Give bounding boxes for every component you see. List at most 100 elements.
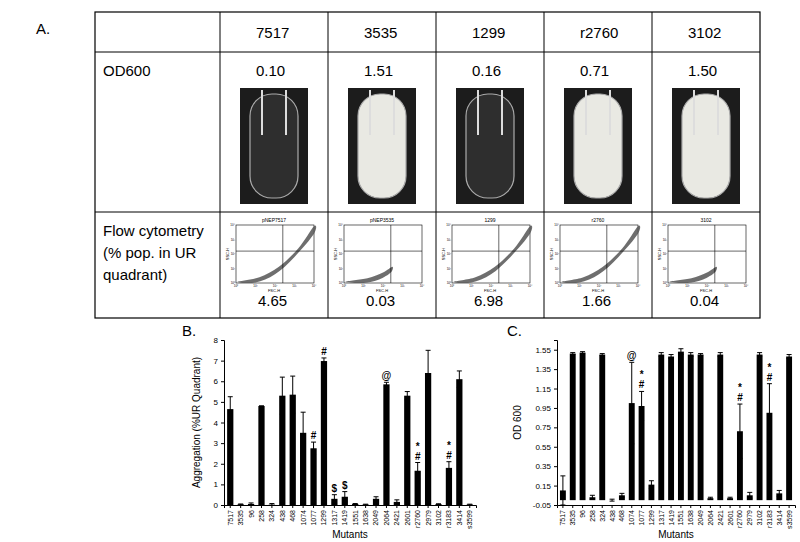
annotation: $ bbox=[332, 483, 338, 494]
x-tick-label: 7517 bbox=[559, 510, 566, 526]
error-cap bbox=[249, 502, 254, 503]
plot-tick-label: 10⁰ bbox=[447, 281, 451, 285]
x-tick: 1077 bbox=[310, 505, 317, 526]
error-cap bbox=[678, 348, 683, 349]
y-tick-label: 1.55 bbox=[535, 346, 551, 355]
row-label: OD600 bbox=[103, 62, 151, 79]
error-stem bbox=[282, 377, 283, 414]
error-cap bbox=[384, 386, 389, 387]
annotation: # bbox=[446, 450, 452, 461]
y-tick: 0 bbox=[214, 501, 224, 510]
tick-mark bbox=[282, 505, 283, 508]
x-tick-label: 1419 bbox=[668, 510, 675, 526]
error-cap bbox=[332, 502, 337, 503]
plot-tick-label: 10² bbox=[555, 252, 559, 256]
flow-value: 4.65 bbox=[258, 292, 287, 309]
x-tick-label: 2601 bbox=[404, 510, 411, 526]
axis-line bbox=[221, 341, 225, 506]
error-bar bbox=[259, 406, 264, 407]
x-tick-label: 96 bbox=[248, 510, 255, 518]
error-cap bbox=[639, 391, 644, 392]
error-cap bbox=[228, 396, 233, 397]
error-cap bbox=[259, 406, 264, 407]
error-cap bbox=[767, 383, 772, 384]
error-bar bbox=[560, 476, 565, 505]
tick-mark bbox=[261, 505, 262, 508]
bar bbox=[383, 384, 389, 505]
error-bar bbox=[457, 371, 462, 388]
error-stem bbox=[789, 355, 790, 359]
plot-tick-label: 10³ bbox=[724, 284, 728, 288]
tick-mark bbox=[240, 505, 241, 508]
y-tick-label: 7 bbox=[214, 357, 219, 366]
plot-tick-label: 10⁴ bbox=[446, 223, 451, 227]
x-tick: 324 bbox=[268, 505, 275, 522]
tick-mark bbox=[428, 505, 429, 508]
plot-tick-label: 10⁴ bbox=[230, 223, 235, 227]
error-cap bbox=[777, 490, 782, 491]
bar bbox=[599, 355, 605, 501]
y-tick-label: 0.35 bbox=[535, 462, 551, 471]
x-tick-label: 3102 bbox=[435, 510, 442, 526]
x-tick-label: 438 bbox=[279, 510, 286, 522]
x-tick-label: 1317 bbox=[658, 510, 665, 526]
y-tick: 2 bbox=[214, 460, 224, 469]
bar bbox=[757, 355, 763, 501]
annotation: # bbox=[311, 430, 317, 441]
plot-tick-label: 10⁰ bbox=[339, 281, 343, 285]
error-cap bbox=[649, 480, 654, 481]
x-tick-label: 2979 bbox=[746, 510, 753, 526]
x-tick: 96 bbox=[579, 505, 586, 518]
x-tick: 2979 bbox=[746, 505, 753, 526]
error-cap bbox=[767, 441, 772, 442]
y-axis: -0.050.150.350.550.750.951.151.351.55 bbox=[533, 341, 558, 511]
error-bar bbox=[698, 354, 703, 356]
scatter-cloud bbox=[238, 226, 317, 284]
plot-tick-label: 10³ bbox=[447, 238, 451, 242]
tube-glint bbox=[693, 90, 695, 135]
x-tick: 3414 bbox=[456, 505, 463, 526]
bar bbox=[678, 352, 684, 501]
tick-mark bbox=[690, 505, 691, 508]
error-bar bbox=[436, 503, 441, 505]
tick-mark bbox=[554, 447, 557, 448]
tick-mark bbox=[396, 505, 397, 508]
tick-mark bbox=[680, 505, 681, 508]
column-header: 3535 bbox=[364, 24, 397, 41]
x-tick: 2049 bbox=[372, 505, 379, 526]
x-tick-label: 2601 bbox=[727, 510, 734, 526]
bar bbox=[310, 448, 316, 505]
error-bar bbox=[301, 412, 306, 453]
x-tick: 3535 bbox=[237, 505, 244, 526]
error-cap bbox=[426, 395, 431, 396]
error-cap bbox=[659, 356, 664, 357]
error-stem bbox=[396, 500, 397, 504]
plot-tick-label: 10¹ bbox=[231, 267, 235, 271]
x-tick-label: 1074 bbox=[300, 510, 307, 526]
y-tick: 3 bbox=[214, 439, 224, 448]
bar bbox=[456, 379, 462, 505]
plot-tick-label: 10⁴ bbox=[636, 284, 641, 288]
plot-tick-label: 10⁴ bbox=[420, 284, 425, 288]
tick-mark bbox=[251, 505, 252, 508]
od-value: 0.16 bbox=[472, 62, 501, 79]
x-tick-label: 438 bbox=[609, 510, 616, 522]
tube-glint bbox=[585, 90, 587, 135]
error-cap bbox=[688, 356, 693, 357]
x-tick: 7517 bbox=[559, 505, 566, 526]
flow-value: 0.04 bbox=[690, 292, 719, 309]
bar bbox=[786, 357, 792, 501]
error-cap bbox=[457, 370, 462, 371]
error-cap bbox=[629, 443, 634, 444]
flow-value: 6.98 bbox=[474, 292, 503, 309]
annotation: # bbox=[321, 346, 327, 357]
error-cap bbox=[280, 377, 285, 378]
error-cap bbox=[436, 504, 441, 505]
x-tick: 1317 bbox=[331, 505, 338, 526]
y-tick-label: 0.75 bbox=[535, 423, 551, 432]
y-tick-label: 0.55 bbox=[535, 443, 551, 452]
table-rule bbox=[95, 52, 760, 53]
error-cap bbox=[580, 353, 585, 354]
x-axis: 7517353596258324438468107410771299131714… bbox=[558, 505, 796, 529]
quadrant-line bbox=[344, 251, 422, 252]
